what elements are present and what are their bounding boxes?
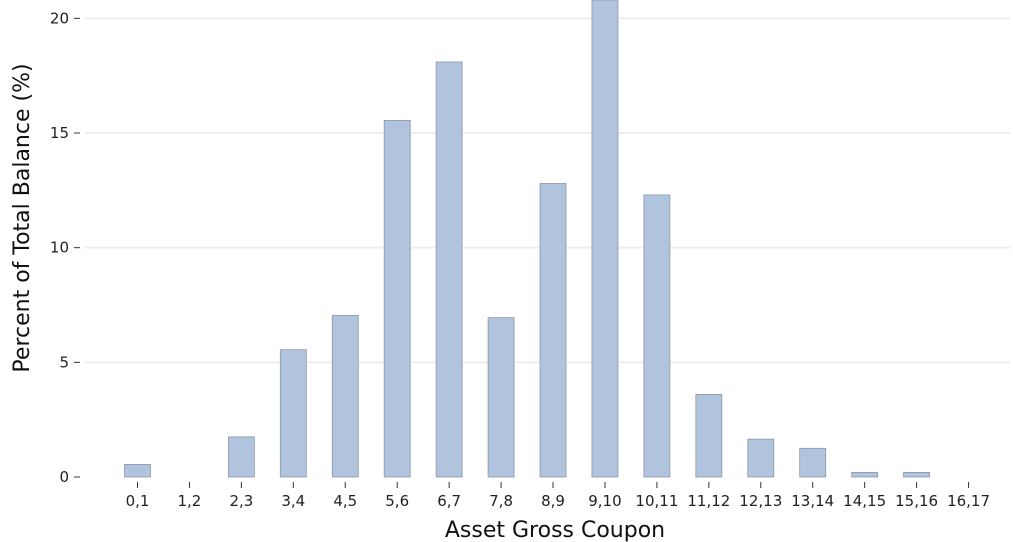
bar bbox=[799, 447, 827, 478]
x-tick-label: 1,2 bbox=[178, 492, 202, 510]
bar bbox=[383, 119, 411, 478]
bar bbox=[124, 463, 151, 478]
y-tick-label: 20 bbox=[50, 9, 69, 27]
y-tick-label: 15 bbox=[50, 124, 69, 142]
x-tick-label: 0,1 bbox=[126, 492, 150, 510]
x-tick-label: 3,4 bbox=[281, 492, 305, 510]
bar bbox=[279, 349, 307, 478]
y-axis: 0 5 10 15 20 bbox=[50, 9, 80, 486]
bars bbox=[124, 0, 930, 478]
bar bbox=[227, 436, 255, 478]
x-axis: 0,1 1,2 2,3 3,4 4,5 5,6 6,7 7,8 8,9 9,10 10,11 11,1… bbox=[126, 482, 990, 510]
x-tick-label: 14,15 bbox=[843, 492, 886, 510]
x-axis-label: Asset Gross Coupon bbox=[445, 518, 665, 542]
x-tick-label: 9,10 bbox=[588, 492, 621, 510]
x-tick-label: 13,14 bbox=[791, 492, 834, 510]
y-tick-label: 10 bbox=[50, 239, 69, 257]
y-axis-label: Percent of Total Balance (%) bbox=[10, 63, 35, 372]
y-tick-label: 0 bbox=[59, 468, 69, 486]
x-tick-label: 8,9 bbox=[541, 492, 565, 510]
bar bbox=[591, 0, 619, 478]
x-tick-label: 7,8 bbox=[489, 492, 513, 510]
bar bbox=[487, 317, 515, 478]
x-tick-label: 16,17 bbox=[947, 492, 990, 510]
x-tick-label: 11,12 bbox=[687, 492, 730, 510]
x-tick-label: 4,5 bbox=[333, 492, 357, 510]
x-tick-label: 12,13 bbox=[739, 492, 782, 510]
bar bbox=[643, 194, 671, 478]
x-tick-label: 5,6 bbox=[385, 492, 409, 510]
y-tick-label: 5 bbox=[59, 353, 69, 371]
bar bbox=[903, 472, 930, 478]
bar bbox=[539, 183, 567, 478]
x-tick-label: 2,3 bbox=[229, 492, 253, 510]
bar bbox=[851, 472, 879, 478]
bar bbox=[695, 394, 723, 478]
x-tick-label: 15,16 bbox=[895, 492, 938, 510]
bar bbox=[435, 61, 463, 478]
x-tick-label: 10,11 bbox=[635, 492, 678, 510]
bar bbox=[747, 438, 775, 478]
bar bbox=[331, 314, 359, 478]
x-tick-label: 6,7 bbox=[437, 492, 461, 510]
